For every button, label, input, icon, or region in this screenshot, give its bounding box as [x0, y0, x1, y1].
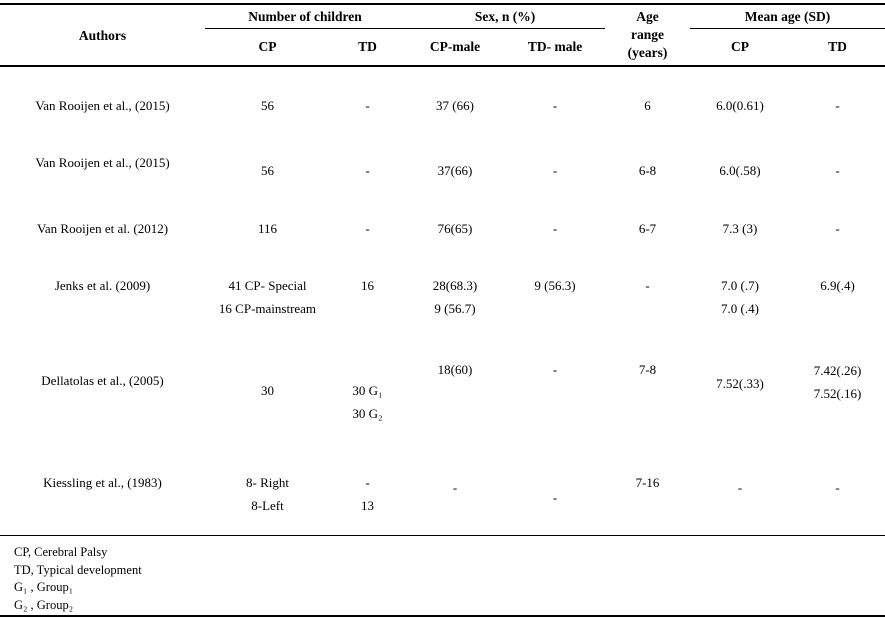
- table-footnotes: CP, Cerebral Palsy TD, Typical developme…: [0, 535, 885, 614]
- cell-age-range: 7-16: [635, 475, 660, 490]
- cell-td-male: -: [552, 220, 558, 236]
- cell-age-range: 6-7: [638, 220, 657, 236]
- cell-cp-male: -: [452, 480, 458, 495]
- cell-children-cp: 116: [257, 220, 278, 236]
- cell-cp-male: 37 (66): [436, 97, 474, 113]
- col-group-sex-n-pct: Sex, n (%): [405, 4, 606, 29]
- col-header-age-range: Age range (years): [627, 9, 668, 60]
- footnote-g1: G₁ , Group₁: [14, 580, 74, 594]
- col-header-td-male: TD- male: [527, 39, 583, 55]
- cell-children-td: 16: [361, 278, 374, 293]
- cell-children-td: 30 G₁ 30 G₂: [352, 383, 383, 421]
- table-header: Authors Number of children Sex, n (%) Ag…: [0, 4, 885, 66]
- author-text: Van Rooijen et al., (2015): [35, 155, 170, 170]
- table-row: Van Rooijen et al., (2015) 56 - 37 (66) …: [0, 66, 885, 143]
- col-header-children-td: TD: [358, 39, 377, 55]
- cell-mean-age-td: 6.9(.4): [820, 278, 855, 293]
- cell-mean-age-cp: 6.0(.58): [719, 163, 761, 178]
- footnote-cp: CP, Cerebral Palsy: [14, 545, 108, 559]
- cell-mean-age-td: -: [835, 480, 840, 495]
- cell-cp-male: 37(66): [437, 163, 473, 178]
- cell-age-range: -: [645, 278, 650, 293]
- cell-authors: Kiessling et al., (1983): [43, 475, 162, 490]
- cell-td-male: -: [552, 97, 558, 113]
- table-row: Kiessling et al., (1983) 8- Right 8-Left…: [0, 453, 885, 535]
- studies-summary-table: Authors Number of children Sex, n (%) Ag…: [0, 3, 885, 535]
- col-group-mean-age-sd: Mean age (SD): [690, 4, 885, 29]
- cell-age-range: 6-8: [638, 163, 657, 178]
- cell-age-range: 7-8: [638, 362, 657, 377]
- col-group-number-of-children: Number of children: [205, 4, 406, 29]
- cell-td-male: -: [552, 362, 558, 377]
- cell-children-cp: 56: [261, 163, 274, 178]
- table-row: Van Rooijen et al., (2015) 56 - 37(66) -…: [0, 143, 885, 198]
- cell-children-cp: 41 CP- Special 16 CP-mainstream: [218, 278, 317, 316]
- table-body: Van Rooijen et al., (2015) 56 - 37 (66) …: [0, 66, 885, 535]
- cell-td-male: 9 (56.3): [534, 278, 576, 293]
- cell-children-td: -: [365, 220, 370, 236]
- cell-td-male: -: [552, 163, 558, 178]
- cell-mean-age-cp: 6.0(0.61): [716, 97, 764, 113]
- col-header-cp-male: CP-male: [429, 39, 481, 55]
- col-header-children-cp: CP: [258, 39, 277, 55]
- table-row: Dellatolas et al., (2005) 30 30 G₁ 30 G₂…: [0, 333, 885, 453]
- table-row: Jenks et al. (2009) 41 CP- Special 16 CP…: [0, 258, 885, 333]
- cell-mean-age-td: -: [835, 163, 840, 178]
- col-header-authors: Authors: [78, 27, 127, 43]
- cell-authors: Van Rooijen et al. (2012): [36, 220, 169, 236]
- cell-children-cp: 30: [261, 383, 274, 398]
- footnote-g2: G₂ , Group₂: [14, 597, 74, 612]
- bottom-divider: [0, 615, 885, 617]
- cell-cp-male: 28(68.3) 9 (56.7): [432, 278, 478, 316]
- paper-table-page: Authors Number of children Sex, n (%) Ag…: [0, 3, 885, 619]
- cell-mean-age-cp: 7.3 (3): [722, 220, 758, 236]
- table-row: Van Rooijen et al. (2012) 116 - 76(65) -…: [0, 198, 885, 258]
- cell-cp-male: 18(60): [437, 362, 473, 377]
- header-group-row: Authors Number of children Sex, n (%) Ag…: [0, 4, 885, 60]
- cell-td-male: -: [552, 490, 558, 505]
- cell-age-range: 6: [644, 97, 651, 113]
- cell-authors: Van Rooijen et al., (2015): [35, 97, 170, 113]
- cell-children-td: -: [365, 97, 370, 113]
- cell-mean-age-td: -: [835, 97, 840, 113]
- cell-children-td: - 13: [361, 475, 374, 513]
- cell-mean-age-cp: 7.0 (.7) 7.0 (.4): [721, 278, 759, 316]
- cell-mean-age-cp: 7.52(.33): [716, 376, 764, 391]
- cell-authors: Jenks et al. (2009): [54, 278, 151, 293]
- cell-children-td: -: [365, 163, 370, 178]
- cell-mean-age-td: 7.42(.26) 7.52(.16): [813, 363, 862, 401]
- cell-authors: Dellatolas et al., (2005): [41, 373, 164, 388]
- cell-authors: Van Rooijen et al., (2015): [0, 143, 205, 198]
- col-header-mean-td: TD: [828, 39, 847, 55]
- footnote-td: TD, Typical development: [14, 562, 142, 577]
- cell-mean-age-cp: -: [737, 480, 743, 495]
- col-header-mean-cp: CP: [731, 39, 750, 55]
- cell-children-cp: 56: [261, 97, 274, 113]
- cell-cp-male: 76(65): [437, 220, 473, 236]
- cell-mean-age-td: -: [835, 220, 840, 236]
- cell-children-cp: 8- Right 8-Left: [246, 475, 289, 513]
- header-sub-row: CP TD CP-male TD- male CP TD: [0, 28, 885, 66]
